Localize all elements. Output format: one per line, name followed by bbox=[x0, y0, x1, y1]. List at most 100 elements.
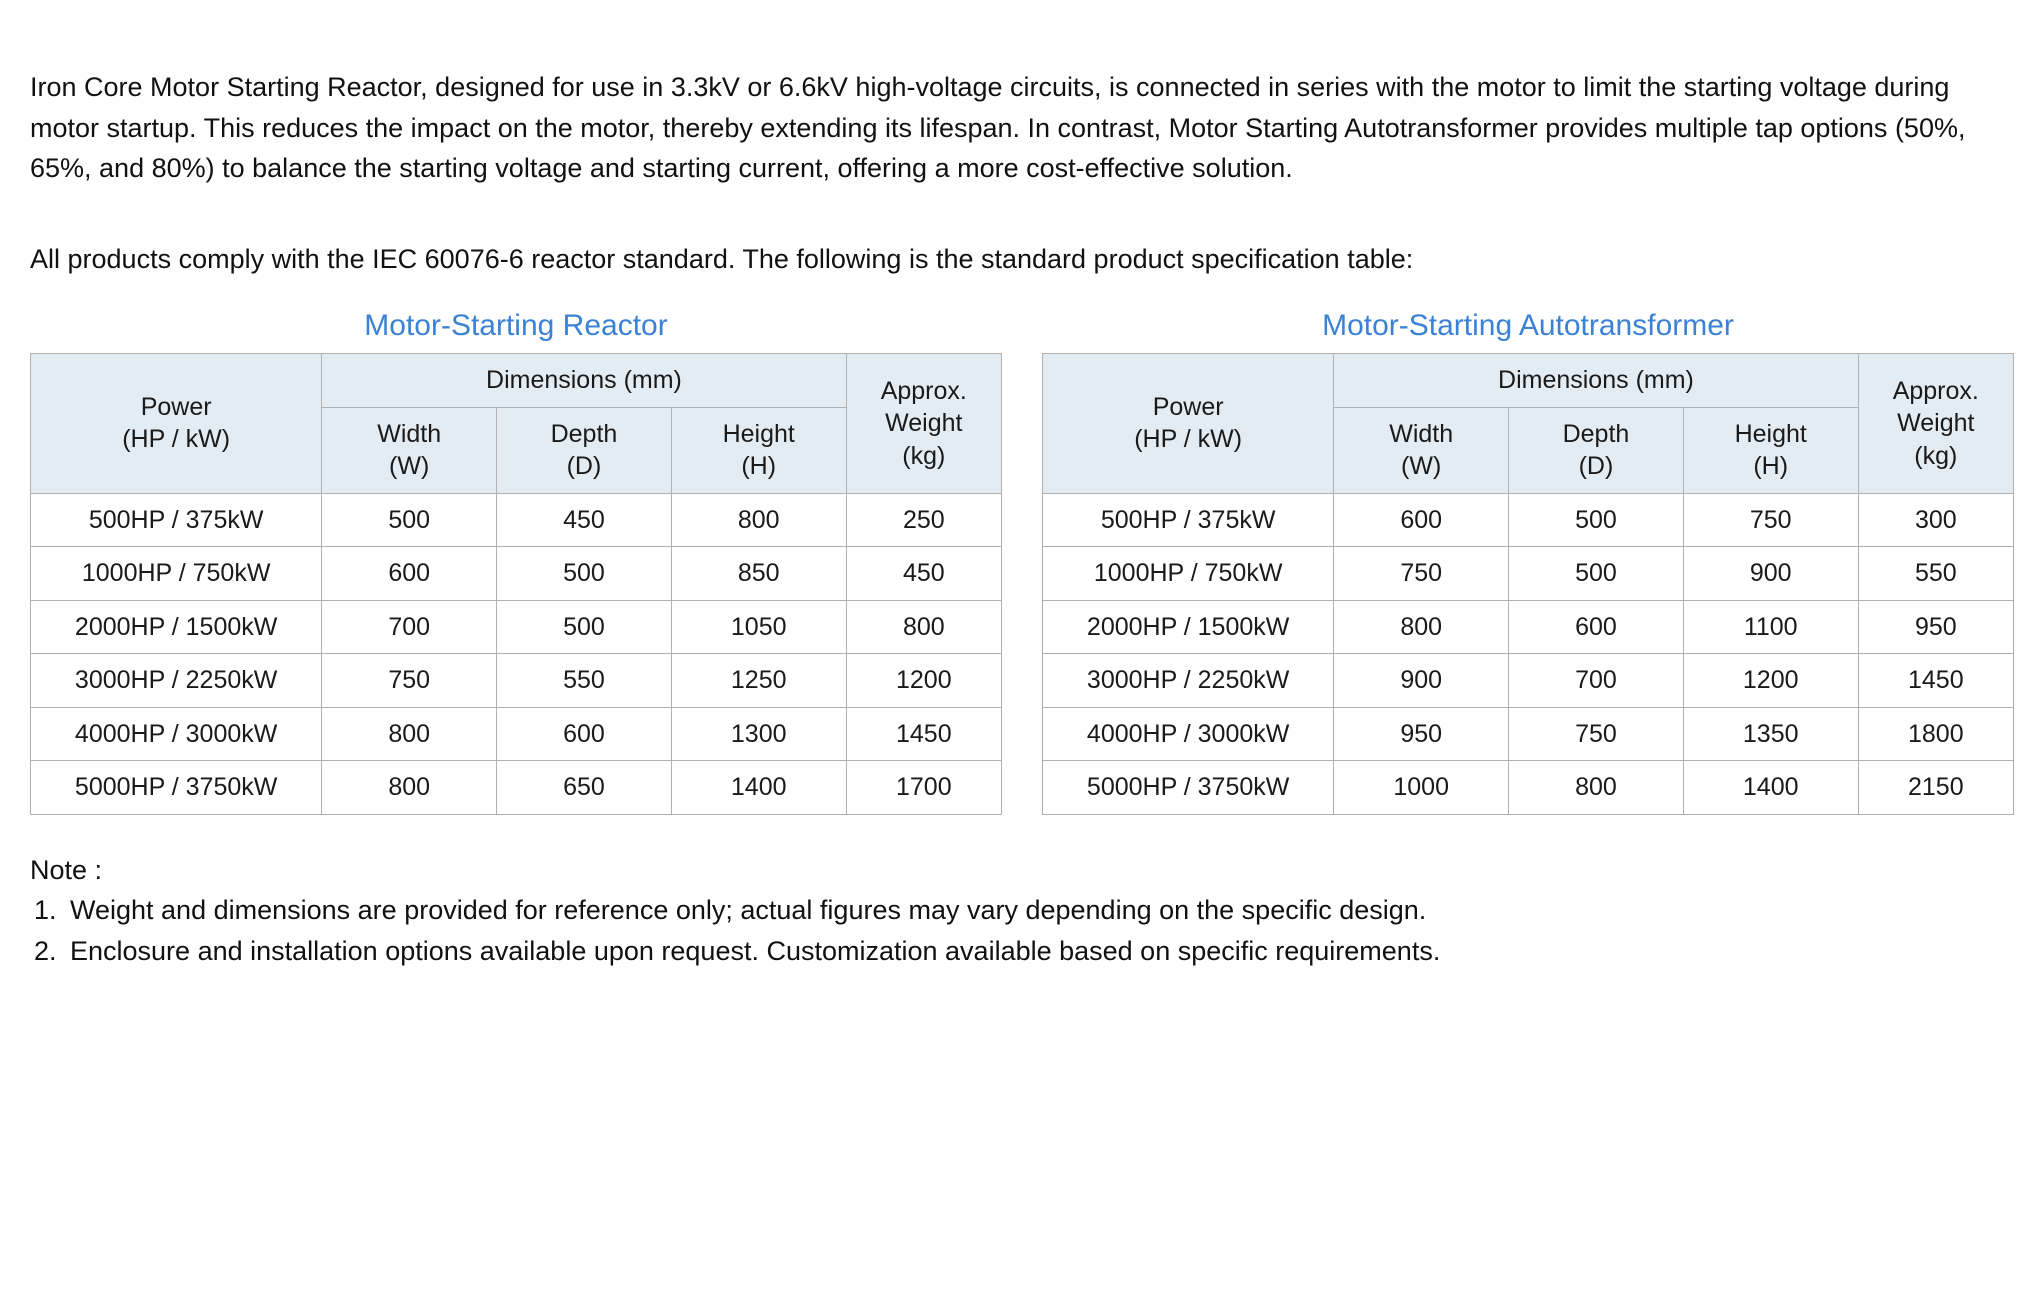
table-cell: 500 bbox=[322, 493, 497, 547]
autotransformer-table-wrap: Motor-Starting Autotransformer Power (HP… bbox=[1042, 309, 2014, 815]
table-cell: 550 bbox=[1858, 547, 2013, 601]
table-cell: 1000 bbox=[1334, 761, 1509, 815]
table-cell: 3000HP / 2250kW bbox=[31, 654, 322, 708]
reactor-th-power: Power (HP / kW) bbox=[31, 354, 322, 494]
table-cell: 500 bbox=[1509, 547, 1684, 601]
table-cell: 5000HP / 3750kW bbox=[1043, 761, 1334, 815]
table-row: 4000HP / 3000kW80060013001450 bbox=[31, 707, 1002, 761]
table-cell: 1250 bbox=[671, 654, 846, 708]
autotransformer-table-title: Motor-Starting Autotransformer bbox=[1042, 309, 2014, 343]
notes-lead: Note : bbox=[30, 855, 102, 885]
notes-section: Note : Weight and dimensions are provide… bbox=[30, 850, 2014, 972]
table-cell: 3000HP / 2250kW bbox=[1043, 654, 1334, 708]
tables-container: Motor-Starting Reactor Power (HP / kW) D… bbox=[30, 309, 2014, 815]
notes-list: Weight and dimensions are provided for r… bbox=[30, 890, 2014, 971]
table-cell: 700 bbox=[1509, 654, 1684, 708]
table-cell: 500HP / 375kW bbox=[1043, 493, 1334, 547]
autotransformer-table: Power (HP / kW) Dimensions (mm) Approx. … bbox=[1042, 353, 2014, 815]
table-cell: 750 bbox=[1334, 547, 1509, 601]
table-cell: 450 bbox=[846, 547, 1001, 601]
table-cell: 800 bbox=[671, 493, 846, 547]
table-cell: 600 bbox=[322, 547, 497, 601]
table-cell: 2000HP / 1500kW bbox=[1043, 600, 1334, 654]
table-cell: 850 bbox=[671, 547, 846, 601]
table-cell: 1400 bbox=[671, 761, 846, 815]
reactor-table-wrap: Motor-Starting Reactor Power (HP / kW) D… bbox=[30, 309, 1002, 815]
table-row: 500HP / 375kW500450800250 bbox=[31, 493, 1002, 547]
reactor-th-weight: Approx. Weight (kg) bbox=[846, 354, 1001, 494]
table-row: 3000HP / 2250kW75055012501200 bbox=[31, 654, 1002, 708]
table-cell: 1000HP / 750kW bbox=[1043, 547, 1334, 601]
table-cell: 700 bbox=[322, 600, 497, 654]
table-cell: 1800 bbox=[1858, 707, 2013, 761]
table-cell: 1350 bbox=[1683, 707, 1858, 761]
sub-paragraph: All products comply with the IEC 60076-6… bbox=[30, 239, 2014, 280]
reactor-table: Power (HP / kW) Dimensions (mm) Approx. … bbox=[30, 353, 1002, 815]
table-cell: 4000HP / 3000kW bbox=[1043, 707, 1334, 761]
table-row: 2000HP / 1500kW8006001100950 bbox=[1043, 600, 2014, 654]
autotransformer-th-height: Height (H) bbox=[1683, 407, 1858, 493]
table-row: 1000HP / 750kW750500900550 bbox=[1043, 547, 2014, 601]
table-cell: 250 bbox=[846, 493, 1001, 547]
table-cell: 600 bbox=[1334, 493, 1509, 547]
autotransformer-th-power: Power (HP / kW) bbox=[1043, 354, 1334, 494]
table-cell: 500 bbox=[1509, 493, 1684, 547]
intro-paragraph: Iron Core Motor Starting Reactor, design… bbox=[30, 67, 2010, 189]
reactor-th-dim-group: Dimensions (mm) bbox=[322, 354, 846, 408]
table-cell: 4000HP / 3000kW bbox=[31, 707, 322, 761]
table-cell: 1200 bbox=[846, 654, 1001, 708]
table-cell: 650 bbox=[497, 761, 672, 815]
reactor-table-title: Motor-Starting Reactor bbox=[30, 309, 1002, 343]
table-cell: 950 bbox=[1334, 707, 1509, 761]
table-cell: 800 bbox=[1334, 600, 1509, 654]
reactor-th-height: Height (H) bbox=[671, 407, 846, 493]
table-cell: 800 bbox=[846, 600, 1001, 654]
table-cell: 1450 bbox=[846, 707, 1001, 761]
table-cell: 800 bbox=[322, 707, 497, 761]
table-cell: 750 bbox=[322, 654, 497, 708]
table-cell: 500 bbox=[497, 547, 672, 601]
table-cell: 950 bbox=[1858, 600, 2013, 654]
table-row: 4000HP / 3000kW95075013501800 bbox=[1043, 707, 2014, 761]
table-row: 5000HP / 3750kW100080014002150 bbox=[1043, 761, 2014, 815]
table-cell: 1050 bbox=[671, 600, 846, 654]
table-row: 1000HP / 750kW600500850450 bbox=[31, 547, 1002, 601]
table-row: 500HP / 375kW600500750300 bbox=[1043, 493, 2014, 547]
table-cell: 600 bbox=[1509, 600, 1684, 654]
autotransformer-th-weight: Approx. Weight (kg) bbox=[1858, 354, 2013, 494]
table-cell: 1200 bbox=[1683, 654, 1858, 708]
note-item: Enclosure and installation options avail… bbox=[64, 931, 2014, 972]
table-cell: 800 bbox=[322, 761, 497, 815]
table-cell: 800 bbox=[1509, 761, 1684, 815]
table-cell: 2150 bbox=[1858, 761, 2013, 815]
table-cell: 1000HP / 750kW bbox=[31, 547, 322, 601]
table-cell: 500HP / 375kW bbox=[31, 493, 322, 547]
autotransformer-th-width: Width (W) bbox=[1334, 407, 1509, 493]
table-cell: 1100 bbox=[1683, 600, 1858, 654]
table-cell: 550 bbox=[497, 654, 672, 708]
reactor-tbody: 500HP / 375kW5004508002501000HP / 750kW6… bbox=[31, 493, 1002, 814]
table-cell: 1400 bbox=[1683, 761, 1858, 815]
table-cell: 900 bbox=[1334, 654, 1509, 708]
table-row: 3000HP / 2250kW90070012001450 bbox=[1043, 654, 2014, 708]
autotransformer-th-dim-group: Dimensions (mm) bbox=[1334, 354, 1858, 408]
table-cell: 1300 bbox=[671, 707, 846, 761]
autotransformer-tbody: 500HP / 375kW6005007503001000HP / 750kW7… bbox=[1043, 493, 2014, 814]
table-cell: 2000HP / 1500kW bbox=[31, 600, 322, 654]
table-cell: 900 bbox=[1683, 547, 1858, 601]
table-row: 2000HP / 1500kW7005001050800 bbox=[31, 600, 1002, 654]
table-row: 5000HP / 3750kW80065014001700 bbox=[31, 761, 1002, 815]
note-item: Weight and dimensions are provided for r… bbox=[64, 890, 2014, 931]
table-cell: 600 bbox=[497, 707, 672, 761]
table-cell: 1450 bbox=[1858, 654, 2013, 708]
reactor-th-width: Width (W) bbox=[322, 407, 497, 493]
reactor-th-depth: Depth (D) bbox=[497, 407, 672, 493]
table-cell: 5000HP / 3750kW bbox=[31, 761, 322, 815]
autotransformer-th-depth: Depth (D) bbox=[1509, 407, 1684, 493]
table-cell: 750 bbox=[1509, 707, 1684, 761]
table-cell: 450 bbox=[497, 493, 672, 547]
table-cell: 500 bbox=[497, 600, 672, 654]
table-cell: 750 bbox=[1683, 493, 1858, 547]
table-cell: 1700 bbox=[846, 761, 1001, 815]
table-cell: 300 bbox=[1858, 493, 2013, 547]
